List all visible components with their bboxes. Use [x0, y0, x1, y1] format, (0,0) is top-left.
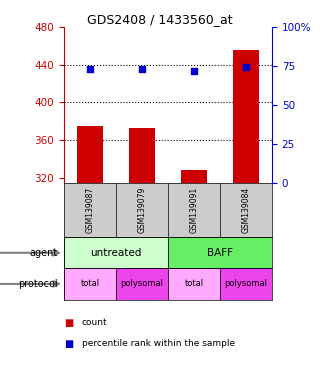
Text: BAFF: BAFF	[207, 248, 233, 258]
Text: total: total	[184, 280, 204, 288]
Bar	[233, 50, 259, 183]
Text: ■: ■	[64, 339, 73, 349]
Bar	[116, 268, 168, 300]
Text: percentile rank within the sample: percentile rank within the sample	[82, 339, 235, 348]
Point	[191, 68, 196, 74]
Bar	[64, 237, 168, 268]
Bar	[168, 237, 272, 268]
Text: polysomal: polysomal	[225, 280, 268, 288]
Text: polysomal: polysomal	[121, 280, 164, 288]
Text: total: total	[80, 280, 100, 288]
Text: GSM139091: GSM139091	[189, 187, 198, 233]
Text: GDS2408 / 1433560_at: GDS2408 / 1433560_at	[87, 13, 233, 26]
Bar	[129, 128, 155, 183]
Point	[140, 66, 145, 72]
Point	[244, 64, 249, 70]
Point	[87, 66, 92, 72]
Text: GSM139084: GSM139084	[242, 187, 251, 233]
Bar	[64, 268, 116, 300]
Bar	[77, 126, 103, 183]
Bar	[220, 268, 272, 300]
Text: GSM139087: GSM139087	[85, 187, 94, 233]
Text: protocol: protocol	[18, 279, 58, 289]
Text: ■: ■	[64, 318, 73, 328]
Text: count: count	[82, 318, 107, 327]
Text: agent: agent	[29, 248, 58, 258]
Bar	[181, 170, 207, 183]
Bar	[168, 268, 220, 300]
Text: GSM139079: GSM139079	[138, 187, 147, 233]
Text: untreated: untreated	[90, 248, 142, 258]
